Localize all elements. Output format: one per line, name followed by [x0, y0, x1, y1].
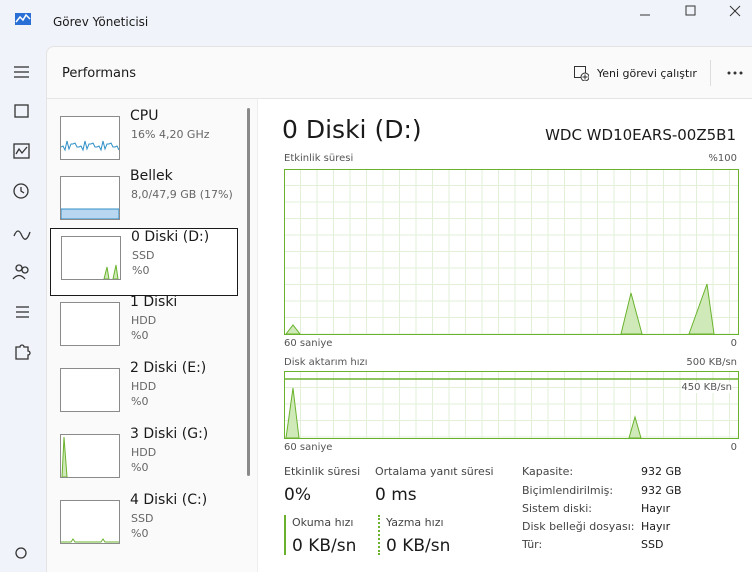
stat-label: Ortalama yanıt süresi: [375, 465, 494, 478]
stat-value: 0 KB/sn: [386, 536, 451, 556]
device-name: Bellek: [130, 168, 173, 184]
thumbnail-graph: [60, 140, 120, 152]
page-title: Performans: [62, 66, 137, 81]
device-detail: 8,0/47,9 GB (17%): [131, 188, 233, 201]
stat-value: 0 KB/sn: [292, 536, 357, 556]
transfer-graph: [284, 371, 739, 439]
thumbnail-graph: [103, 264, 119, 280]
detail-panel: [257, 99, 752, 572]
device-usage: %0: [132, 264, 150, 277]
stat-label: Okuma hızı: [292, 516, 354, 529]
device-usage: %0: [131, 461, 149, 474]
stat-label: Etkinlik süresi: [284, 465, 361, 478]
stat-value: 0%: [284, 485, 311, 505]
thumbnail-graph: [61, 538, 119, 543]
chart-label: Etkinlik süresi: [284, 153, 354, 164]
thumbnail-graph: [60, 208, 120, 220]
device-usage: %0: [131, 395, 149, 408]
thumbnail: [60, 434, 120, 478]
thumbnail: [60, 116, 120, 160]
separator: [710, 60, 711, 86]
device-name: 2 Diski (E:): [130, 360, 207, 376]
device-item[interactable]: 1 Diski HDD %0: [50, 294, 236, 360]
thumbnail: [60, 368, 120, 412]
property-value: 932 GB: [641, 465, 682, 478]
thumbnail: [61, 236, 121, 280]
line-label: 450 KB/sn: [681, 382, 732, 393]
device-item[interactable]: CPU 16% 4,20 GHz: [50, 108, 236, 174]
app-icon: [15, 13, 31, 25]
device-detail: HDD: [131, 314, 157, 327]
nav-icons[interactable]: [10, 60, 34, 570]
new-task-icon[interactable]: [573, 65, 589, 81]
device-item[interactable]: 3 Diski (G:) HDD %0: [50, 426, 236, 492]
read-indicator: [284, 515, 286, 555]
thumbnail: [60, 500, 120, 544]
property-label: Kapasite:: [522, 465, 574, 478]
device-detail: HDD: [131, 446, 157, 459]
device-name: 1 Diski: [130, 294, 178, 310]
thumbnail: [60, 302, 120, 346]
disk-title: 0 Diski (D:): [282, 115, 422, 144]
new-task-button[interactable]: Yeni görevi çalıştır: [597, 67, 697, 80]
property-value: Hayır: [641, 520, 671, 533]
device-name: 3 Diski (G:): [130, 426, 209, 442]
device-item[interactable]: 4 Diski (C:) SSD %0: [50, 492, 236, 558]
x-left: 60 saniye: [284, 338, 333, 349]
property-label: Tür:: [522, 538, 543, 551]
device-item[interactable]: 0 Diski (D:) SSD %0: [50, 228, 238, 296]
thumbnail-graph: [61, 436, 68, 478]
scrollbar[interactable]: [247, 108, 250, 476]
device-name: 4 Diski (C:): [130, 492, 208, 508]
device-item[interactable]: Bellek 8,0/47,9 GB (17%): [50, 168, 236, 234]
device-detail: SSD: [132, 249, 155, 262]
device-name: CPU: [130, 108, 159, 124]
x-right: 0: [730, 338, 737, 349]
property-value: Hayır: [641, 502, 671, 515]
device-list: CPU 16% 4,20 GHz Bellek 8,0/47,9 GB (17%) 0 …: [50, 100, 240, 572]
chart-label: Disk aktarım hızı: [284, 357, 368, 368]
device-detail: SSD: [131, 512, 154, 525]
chart-max: 500 KB/sn: [686, 357, 737, 368]
stat-value: 0 ms: [375, 485, 417, 505]
device-detail: 16% 4,20 GHz: [131, 128, 210, 141]
stat-label: Yazma hızı: [386, 516, 444, 529]
property-value: SSD: [641, 538, 664, 551]
disk-model: WDC WD10EARS-00Z5B1: [545, 126, 736, 144]
x-left: 60 saniye: [284, 442, 333, 453]
property-label: Disk belleği dosyası:: [522, 520, 635, 533]
device-name: 0 Diski (D:): [131, 229, 210, 245]
thumbnail-graph: [61, 303, 119, 345]
device-item[interactable]: 2 Diski (E:) HDD %0: [50, 360, 236, 426]
window-title: Görev Yöneticisi: [53, 15, 149, 29]
more-button[interactable]: [726, 70, 744, 76]
activity-graph: [284, 169, 739, 335]
header-divider: [47, 98, 752, 99]
write-indicator: [378, 515, 380, 555]
window-controls[interactable]: [630, 0, 752, 30]
device-usage: %0: [131, 527, 149, 540]
property-label: Biçimlendirilmiş:: [522, 484, 614, 497]
device-detail: HDD: [131, 380, 157, 393]
thumbnail: [60, 176, 120, 220]
device-usage: %0: [131, 329, 149, 342]
thumbnail-graph: [61, 369, 119, 411]
chart-max: %100: [708, 153, 737, 164]
property-label: Sistem diski:: [522, 502, 592, 515]
property-value: 932 GB: [641, 484, 682, 497]
x-right: 0: [730, 442, 737, 453]
